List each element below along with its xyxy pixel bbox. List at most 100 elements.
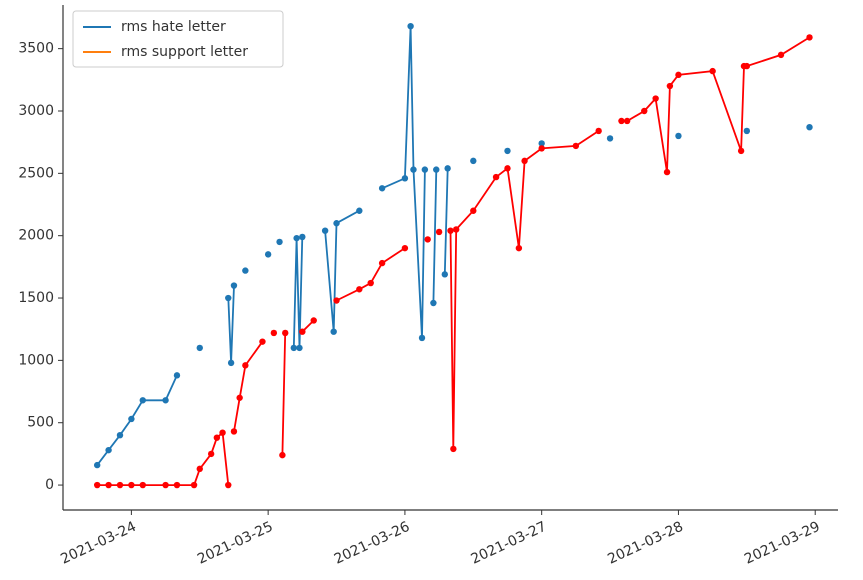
marker xyxy=(444,165,451,172)
marker xyxy=(666,82,674,90)
marker xyxy=(447,227,454,234)
x-tick-label: 2021-03-24 xyxy=(58,519,139,568)
y-tick-label: 0 xyxy=(45,477,54,493)
marker xyxy=(623,117,631,125)
y-tick-label: 500 xyxy=(27,415,54,431)
marker xyxy=(333,220,340,227)
marker xyxy=(225,481,232,489)
marker xyxy=(410,166,417,173)
marker xyxy=(279,451,286,459)
marker xyxy=(435,228,443,236)
marker xyxy=(441,271,449,278)
marker xyxy=(421,166,429,173)
marker xyxy=(595,127,602,135)
marker xyxy=(367,279,374,287)
marker xyxy=(196,344,203,352)
marker xyxy=(225,294,232,302)
marker xyxy=(606,135,614,142)
marker xyxy=(139,397,146,404)
marker xyxy=(378,259,386,267)
marker xyxy=(538,145,545,152)
marker xyxy=(641,107,648,115)
marker xyxy=(378,185,386,192)
marker xyxy=(356,207,363,214)
marker xyxy=(709,67,716,75)
marker xyxy=(299,233,306,241)
marker xyxy=(162,397,169,404)
marker xyxy=(418,334,426,342)
marker xyxy=(270,329,278,337)
legend-box xyxy=(72,10,284,68)
marker xyxy=(207,450,215,458)
marker xyxy=(93,461,101,469)
marker xyxy=(299,328,306,335)
marker xyxy=(321,227,329,234)
marker xyxy=(196,465,203,473)
marker xyxy=(470,157,477,165)
marker xyxy=(743,62,751,70)
marker xyxy=(213,434,221,441)
legend-label: rms support letter xyxy=(121,44,248,60)
y-tick-label: 2000 xyxy=(18,228,54,244)
marker xyxy=(618,117,625,125)
marker xyxy=(128,415,135,423)
y-tick-label: 3000 xyxy=(18,103,54,119)
marker xyxy=(777,51,785,59)
marker xyxy=(116,431,124,439)
x-tick-label: 2021-03-28 xyxy=(605,519,686,568)
marker xyxy=(675,71,682,79)
marker xyxy=(162,481,169,489)
marker xyxy=(515,244,523,252)
marker xyxy=(450,445,457,453)
marker xyxy=(492,173,500,181)
marker xyxy=(236,394,243,401)
marker xyxy=(128,481,135,489)
marker xyxy=(219,429,226,436)
series-line xyxy=(97,36,810,486)
marker xyxy=(452,226,460,233)
marker xyxy=(433,166,440,173)
x-tick-label: 2021-03-27 xyxy=(469,519,550,568)
marker xyxy=(504,147,511,155)
x-tick-label: 2021-03-26 xyxy=(332,519,413,568)
marker xyxy=(652,95,659,102)
marker xyxy=(230,282,238,289)
marker xyxy=(806,123,813,131)
y-tick-label: 1000 xyxy=(18,352,54,368)
marker xyxy=(242,267,249,274)
marker xyxy=(264,251,272,258)
marker xyxy=(424,236,431,243)
marker xyxy=(296,344,303,352)
marker xyxy=(139,481,146,489)
marker xyxy=(470,207,477,214)
marker xyxy=(330,328,337,335)
marker xyxy=(333,297,340,304)
marker xyxy=(276,238,283,246)
marker xyxy=(310,317,317,324)
marker xyxy=(430,299,437,307)
marker xyxy=(504,165,511,172)
marker xyxy=(227,359,235,367)
marker xyxy=(356,286,363,293)
marker xyxy=(190,481,198,489)
marker xyxy=(401,175,409,182)
marker xyxy=(230,428,238,435)
marker xyxy=(242,362,249,369)
marker xyxy=(572,142,580,150)
marker xyxy=(737,147,745,155)
marker xyxy=(173,372,181,379)
marker xyxy=(173,481,181,489)
marker xyxy=(93,481,101,489)
x-tick-label: 2021-03-29 xyxy=(742,519,823,568)
x-tick-label: 2021-03-25 xyxy=(195,519,276,568)
marker xyxy=(293,234,300,242)
marker xyxy=(282,329,289,337)
marker xyxy=(743,127,751,135)
marker xyxy=(538,140,545,147)
marker xyxy=(105,481,112,489)
marker xyxy=(401,244,409,252)
marker xyxy=(259,338,266,345)
legend-label: rms hate letter xyxy=(121,19,226,35)
marker xyxy=(105,446,112,454)
